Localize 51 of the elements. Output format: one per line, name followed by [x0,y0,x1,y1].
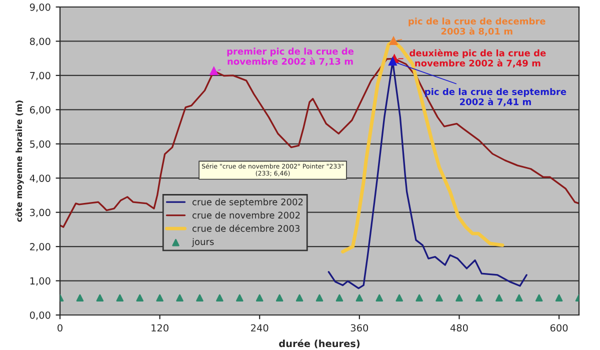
x-tick-label: 0 [58,324,62,332]
point [176,294,184,302]
point [496,294,503,302]
y-tick-label: 6,00 [30,106,50,114]
y-axis-title: côte moyenne horaire (m) [15,100,24,222]
y-tick-label: 9,00 [30,3,50,12]
legend-label: jours [192,238,214,247]
point [456,294,463,302]
point [356,294,364,302]
x-axis-title: durée (heures) [279,339,360,348]
point [515,294,523,302]
y-tick-label: 2,00 [30,243,50,252]
point [216,294,224,302]
y-tick-label: 8,00 [30,38,50,46]
point [336,294,344,302]
point [136,294,144,302]
legend-label: crue de septembre 2002 [192,198,303,208]
point [376,294,384,302]
point [236,294,244,302]
y-tick-label: 0,00 [30,311,50,320]
point [316,294,324,302]
x-tick-label: 600 [550,324,568,332]
y-tick-label: 7,00 [30,72,50,80]
point [256,294,264,302]
point [276,294,284,302]
point [116,294,124,302]
y-tick-label: 3,00 [30,208,50,218]
y-tick-label: 1,00 [30,277,50,286]
legend-label: crue de novembre 2002 [192,212,300,219]
annotation: pic de la crue de decembre 2003 à 8,01 m [408,18,546,36]
legend-label: crue de décembre 2003 [192,224,300,232]
x-tick-label: 240 [251,324,268,332]
point [476,294,483,302]
annotation: pic de la crue de septembre 2002 à 7,41 m [425,88,566,106]
point [156,294,164,302]
point [535,294,543,302]
point [436,294,443,302]
y-tick-label: 5,00 [30,140,50,149]
x-tick-label: 120 [152,324,168,332]
point [555,294,563,302]
point [76,294,84,302]
point [96,294,104,302]
x-tick-label: 360 [350,324,368,332]
y-tick-label: 4,00 [30,174,50,183]
x-tick-label: 480 [450,324,468,332]
point [196,294,204,302]
point [396,294,403,302]
annotation: deuxième pic de la crue de novembre 2002 à 7,49 m [410,49,546,68]
point [416,294,423,302]
point [296,294,304,302]
annotation: premier pic de la crue de novembre 2002 à 7,13 m [227,48,354,66]
